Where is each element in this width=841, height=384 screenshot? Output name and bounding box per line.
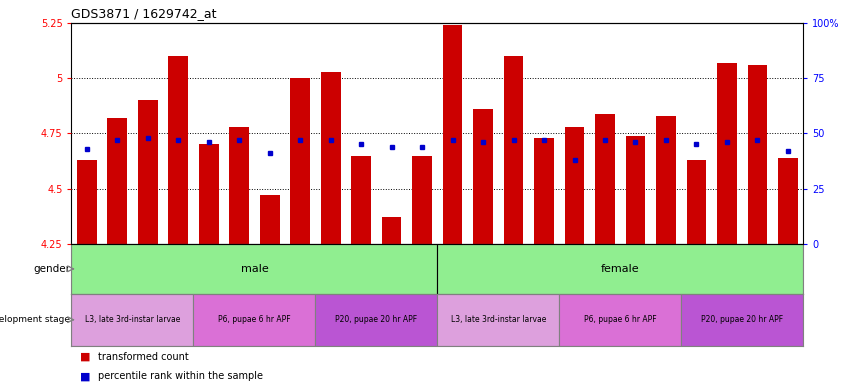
Bar	[71, 294, 193, 346]
Bar	[442, 25, 463, 244]
Bar	[504, 56, 523, 244]
Bar	[77, 160, 97, 244]
Bar	[193, 294, 315, 346]
Bar	[108, 118, 127, 244]
Text: male: male	[241, 264, 268, 274]
Bar	[352, 156, 371, 244]
Bar	[564, 127, 584, 244]
Bar	[473, 109, 493, 244]
Text: L3, late 3rd-instar larvae: L3, late 3rd-instar larvae	[85, 315, 180, 324]
Text: gender: gender	[33, 264, 70, 274]
Bar	[315, 294, 437, 346]
Bar	[534, 138, 554, 244]
Text: percentile rank within the sample: percentile rank within the sample	[98, 371, 263, 381]
Bar	[382, 217, 401, 244]
Bar	[71, 244, 437, 294]
Bar	[686, 160, 706, 244]
Bar	[626, 136, 645, 244]
Text: ■: ■	[80, 352, 90, 362]
Text: ■: ■	[80, 371, 90, 381]
Bar	[681, 294, 803, 346]
Bar	[437, 244, 803, 294]
Text: P6, pupae 6 hr APF: P6, pupae 6 hr APF	[584, 315, 657, 324]
Bar	[198, 144, 219, 244]
Text: female: female	[601, 264, 639, 274]
Bar	[656, 116, 676, 244]
Bar	[290, 78, 310, 244]
Text: P20, pupae 20 hr APF: P20, pupae 20 hr APF	[336, 315, 417, 324]
Text: L3, late 3rd-instar larvae: L3, late 3rd-instar larvae	[451, 315, 546, 324]
Text: GDS3871 / 1629742_at: GDS3871 / 1629742_at	[71, 7, 217, 20]
Bar	[595, 114, 615, 244]
Bar	[437, 294, 559, 346]
Text: development stage: development stage	[0, 315, 70, 324]
Bar	[230, 127, 249, 244]
Bar	[320, 71, 341, 244]
Bar	[260, 195, 279, 244]
Bar	[559, 294, 681, 346]
Bar	[748, 65, 767, 244]
Bar	[168, 56, 188, 244]
Text: P6, pupae 6 hr APF: P6, pupae 6 hr APF	[218, 315, 291, 324]
Bar	[778, 158, 798, 244]
Bar	[412, 156, 432, 244]
Bar	[717, 63, 737, 244]
Text: P20, pupae 20 hr APF: P20, pupae 20 hr APF	[701, 315, 783, 324]
Text: transformed count: transformed count	[98, 352, 189, 362]
Bar	[138, 100, 157, 244]
